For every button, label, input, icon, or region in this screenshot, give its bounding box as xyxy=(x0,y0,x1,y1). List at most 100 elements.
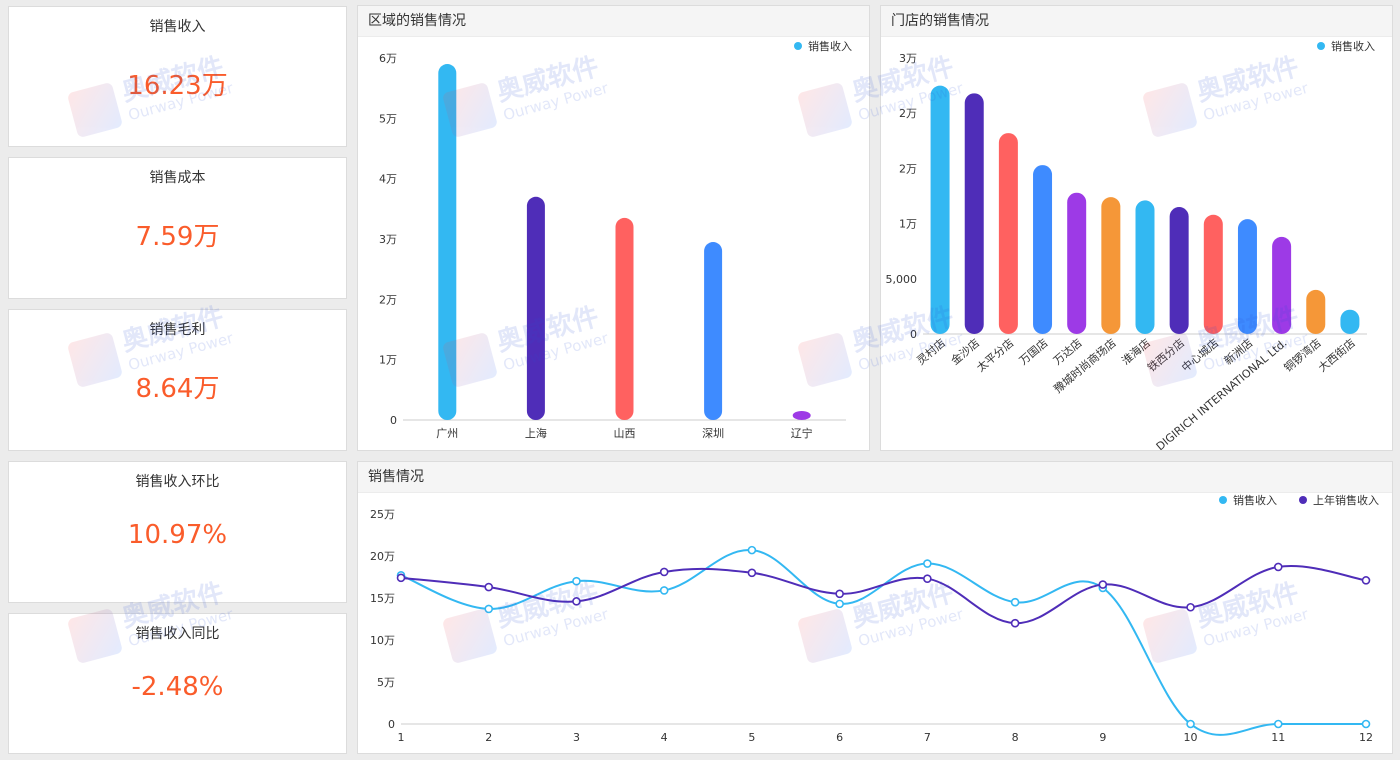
store-sales-panel: 门店的销售情况 销售收入 0 5,000 1万 2万 2万 3万 灵村店 金沙店 太平分店 万国店万… xyxy=(880,5,1393,451)
bar xyxy=(1169,207,1189,334)
x-tick-label: 铁西分店 xyxy=(1144,336,1187,375)
data-point xyxy=(659,586,669,595)
kpi-title: 销售毛利 xyxy=(149,322,206,338)
data-point xyxy=(1186,719,1195,729)
bar xyxy=(1033,165,1053,334)
kpi-title: 销售收入同比 xyxy=(135,626,220,642)
legend-label: 销售收入 xyxy=(1233,493,1277,507)
legend-marker xyxy=(794,42,802,50)
bar xyxy=(1237,219,1257,334)
chart-title: 区域的销售情况 xyxy=(358,6,869,37)
chart-title: 销售情况 xyxy=(358,462,1392,493)
legend-marker xyxy=(1317,42,1325,50)
region-sales-panel: 区域的销售情况 销售收入 0 1万 2万 3万 4万 5万 6万 广州 上海 山西 深圳 辽宁 xyxy=(357,5,870,451)
bar xyxy=(998,133,1018,334)
data-point xyxy=(484,582,494,592)
x-tick-label: 11 xyxy=(1271,731,1285,744)
data-point xyxy=(396,573,406,583)
bar xyxy=(1306,289,1326,334)
series-line xyxy=(400,549,1366,736)
y-tick-label: 2万 xyxy=(899,107,917,120)
bar xyxy=(1272,236,1292,334)
data-point xyxy=(747,568,757,578)
y-tick-label: 0 xyxy=(390,414,397,427)
data-point xyxy=(923,574,932,583)
kpi-value: 10.97% xyxy=(127,520,228,550)
kpi-title: 销售收入环比 xyxy=(135,474,220,490)
kpi-card-revenue-mom: 销售收入环比 10.97% xyxy=(8,461,347,603)
x-tick-label: 9 xyxy=(1099,731,1106,744)
x-tick-label: 上海 xyxy=(525,426,547,440)
kpi-card-gross-profit: 销售毛利 8.64万 xyxy=(8,309,347,451)
data-point xyxy=(835,589,844,599)
x-tick-label: 7 xyxy=(924,731,931,744)
x-tick-label: 灵村店 xyxy=(914,336,948,368)
y-tick-label: 6万 xyxy=(379,52,397,65)
bar xyxy=(792,410,811,420)
y-tick-label: 2万 xyxy=(899,162,917,175)
y-tick-label: 1万 xyxy=(379,354,397,367)
y-tick-label: 5万 xyxy=(377,676,395,689)
bar xyxy=(1101,197,1121,334)
x-tick-label: 辽宁 xyxy=(791,426,813,440)
legend-label: 销售收入 xyxy=(808,39,852,53)
bar xyxy=(704,242,723,420)
y-tick-label: 0 xyxy=(388,718,395,731)
kpi-value: -2.48% xyxy=(131,672,224,702)
x-tick-label: 万国店 xyxy=(1016,336,1050,368)
bar xyxy=(526,196,545,420)
data-point xyxy=(572,576,581,586)
x-tick-label: 8 xyxy=(1012,731,1019,744)
data-point xyxy=(1098,580,1108,589)
y-tick-label: 15万 xyxy=(370,592,395,605)
data-point xyxy=(1010,618,1020,628)
x-tick-label: 山西 xyxy=(614,427,636,440)
x-tick-label: 12 xyxy=(1359,731,1373,744)
data-point xyxy=(1273,719,1283,729)
chart-title: 门店的销售情况 xyxy=(881,6,1392,37)
kpi-value: 16.23万 xyxy=(127,71,228,101)
bar xyxy=(1135,200,1155,334)
x-tick-label: 广州 xyxy=(436,427,458,440)
bar xyxy=(1340,309,1360,334)
y-tick-label: 3万 xyxy=(379,233,397,246)
y-tick-label: 1万 xyxy=(899,218,917,231)
x-tick-label: 10 xyxy=(1184,731,1198,744)
x-tick-label: 3 xyxy=(573,731,580,744)
kpi-card-cost: 销售成本 7.59万 xyxy=(8,157,347,299)
bar xyxy=(438,64,457,421)
x-tick-label: 太平分店 xyxy=(974,336,1017,375)
kpi-title: 销售收入 xyxy=(149,19,206,35)
x-tick-label: 2 xyxy=(485,731,492,744)
x-tick-label: 5 xyxy=(748,731,755,744)
legend-marker xyxy=(1219,496,1227,504)
data-point xyxy=(1361,576,1371,585)
data-point xyxy=(1273,562,1283,572)
data-point xyxy=(835,599,844,609)
data-point xyxy=(572,597,581,606)
legend-label: 上年销售收入 xyxy=(1313,493,1379,507)
y-tick-label: 4万 xyxy=(379,173,397,186)
sales-trend-panel: 销售情况 销售收入 上年销售收入 0 5万 10万 15万 20万 25万 1 2 3 4 5 6 7 8 9 1… xyxy=(357,461,1393,754)
y-tick-label: 3万 xyxy=(899,52,917,65)
y-tick-label: 5,000 xyxy=(886,273,918,286)
data-point xyxy=(923,559,932,568)
y-tick-label: 0 xyxy=(910,328,917,341)
kpi-card-revenue-yoy: 销售收入同比 -2.48% xyxy=(8,613,347,754)
y-tick-label: 10万 xyxy=(370,634,395,647)
data-point xyxy=(659,567,669,577)
x-tick-label: 铜锣湾店 xyxy=(1281,336,1324,375)
legend-marker xyxy=(1299,496,1307,504)
x-tick-label: 深圳 xyxy=(702,427,724,440)
bar xyxy=(1067,192,1087,334)
x-tick-label: 6 xyxy=(836,731,843,744)
y-tick-label: 2万 xyxy=(379,293,397,306)
bar xyxy=(964,93,984,334)
kpi-title: 销售成本 xyxy=(149,170,206,186)
data-point xyxy=(484,604,494,614)
kpi-value: 7.59万 xyxy=(135,222,220,252)
x-tick-label: 4 xyxy=(661,731,668,744)
